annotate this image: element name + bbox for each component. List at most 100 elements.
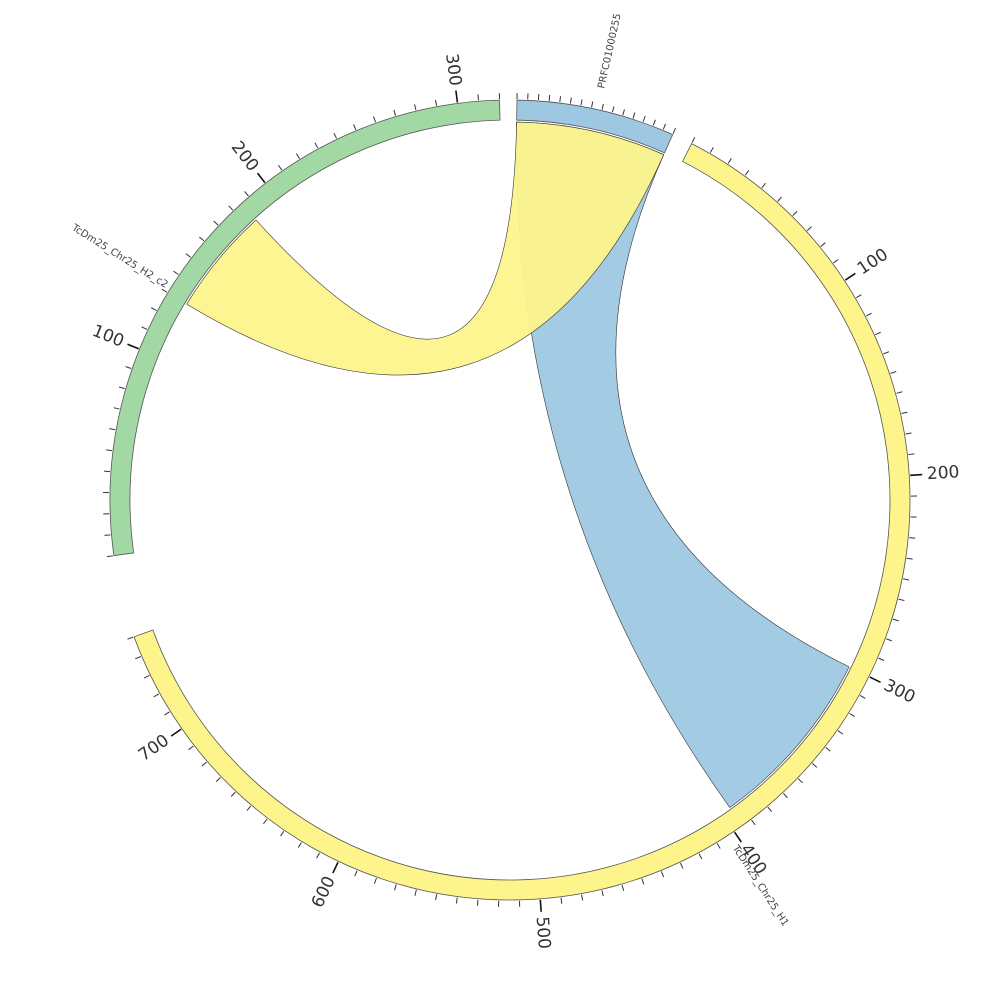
minor-tick (213, 220, 219, 226)
minor-tick (806, 226, 812, 232)
segment-labels: PRFC01000255TcDm25_Chr25_H1TcDm25_Chr25_… (69, 12, 791, 928)
segment-name-PRFC01000255: PRFC01000255 (596, 12, 623, 89)
tick-label: 200 (227, 138, 263, 176)
minor-tick (601, 890, 604, 897)
segment-name-TcDm25_Chr25_H2_c2: TcDm25_Chr25_H2_c2 (69, 222, 170, 291)
tick-label: 100 (854, 245, 892, 280)
minor-tick (783, 792, 788, 799)
minor-tick (161, 288, 168, 293)
minor-tick (662, 123, 666, 130)
minor-tick (580, 99, 583, 106)
minor-tick (316, 852, 320, 859)
link-ribbon-1 (516, 121, 850, 808)
minor-tick (672, 127, 676, 134)
minor-tick (173, 270, 179, 275)
segment-arc-TcDm25_Chr25_H1 (133, 143, 911, 901)
minor-tick (127, 636, 134, 640)
minor-tick (106, 449, 113, 452)
minor-tick (414, 104, 417, 111)
minor-tick (295, 153, 300, 159)
minor-tick (825, 746, 831, 752)
minor-tick (581, 894, 584, 901)
minor-tick (353, 124, 357, 131)
minor-tick (559, 96, 562, 103)
minor-tick (601, 103, 604, 110)
minor-tick (394, 884, 397, 891)
minor-tick (611, 106, 615, 113)
minor-tick (314, 142, 319, 149)
minor-tick (118, 386, 125, 390)
minor-tick (709, 147, 714, 153)
minor-tick (905, 432, 912, 435)
minor-tick (125, 366, 132, 369)
minor-tick (641, 878, 645, 885)
minor-tick (883, 351, 890, 355)
minor-tick (908, 453, 915, 456)
minor-tick (164, 711, 170, 716)
minor-tick (761, 182, 766, 189)
minor-tick (185, 253, 192, 258)
minor-tick (855, 294, 862, 299)
link-ribbon-2 (186, 121, 665, 376)
minor-tick (898, 598, 905, 602)
minor-tick (833, 258, 839, 264)
minor-tick (354, 870, 358, 877)
minor-tick (622, 109, 625, 116)
minor-tick (849, 712, 855, 717)
minor-tick (109, 428, 116, 431)
minor-tick (837, 730, 844, 735)
major-tick (844, 272, 856, 281)
major-tick (869, 676, 881, 684)
minor-tick (228, 205, 234, 211)
minor-tick (414, 889, 417, 896)
minor-tick (878, 657, 885, 661)
major-tick (256, 172, 266, 184)
minor-tick (716, 843, 721, 849)
minor-tick (215, 777, 221, 782)
tick-label: 300 (441, 52, 465, 87)
minor-tick (143, 675, 150, 679)
minor-tick (244, 191, 249, 197)
minor-tick (632, 112, 636, 119)
minor-tick (280, 830, 285, 837)
minor-tick (751, 819, 756, 826)
minor-tick (875, 331, 882, 336)
minor-tick (548, 94, 551, 101)
minor-tick (906, 557, 913, 560)
minor-tick (777, 196, 783, 202)
minor-tick (797, 778, 803, 784)
tick-label: 600 (308, 873, 340, 911)
minor-tick (890, 371, 897, 374)
tick-label: 200 (926, 462, 960, 484)
minor-tick (901, 411, 908, 415)
minor-tick (113, 407, 120, 410)
minor-tick (106, 555, 113, 558)
minor-tick (727, 158, 732, 164)
minor-tick (591, 101, 594, 108)
minor-tick (435, 99, 438, 106)
minor-tick (201, 761, 207, 767)
segment-arc-TcDm25_Chr25_H2_c2 (109, 99, 501, 557)
minor-tick (153, 693, 160, 698)
minor-tick (903, 578, 910, 581)
minor-tick (896, 391, 903, 394)
minor-tick (393, 109, 397, 116)
minor-tick (278, 164, 283, 171)
major-tick (127, 343, 139, 350)
tick-label: 300 (880, 675, 918, 707)
minor-tick (435, 894, 438, 901)
segment-arcs (109, 99, 911, 901)
minor-tick (333, 132, 338, 139)
major-tick (539, 899, 543, 912)
minor-tick (263, 818, 268, 825)
minor-tick (886, 638, 893, 642)
minor-tick (230, 791, 236, 797)
minor-tick (141, 326, 148, 330)
major-tick (170, 728, 182, 737)
minor-tick (151, 307, 157, 312)
minor-tick (621, 884, 625, 891)
minor-tick (691, 137, 696, 143)
minor-tick (652, 119, 656, 126)
minor-tick (679, 862, 684, 869)
tick-label: 100 (89, 321, 127, 352)
